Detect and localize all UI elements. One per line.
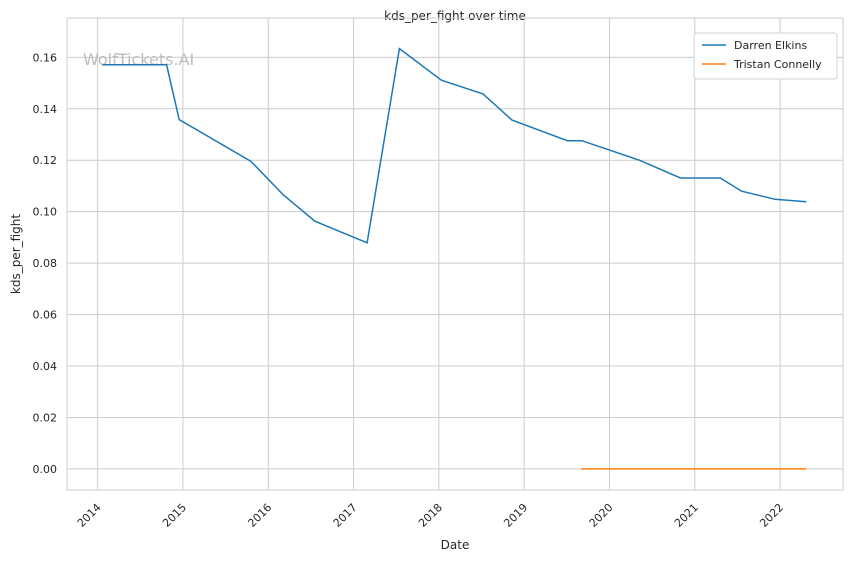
legend-label-darren-elkins: Darren Elkins [734,39,807,52]
y-tick-label: 0.02 [33,411,58,424]
legend-box [693,32,838,80]
y-tick-label: 0.00 [33,463,58,476]
y-tick-label: 0.10 [33,206,58,219]
series-line-darren-elkins [102,47,807,244]
legend: Darren Elkins Tristan Connelly [693,32,838,80]
x-axis-label: Date [441,538,470,552]
y-tick-label: 0.14 [33,103,58,116]
plot-frame [66,17,844,491]
y-axis-label: kds_per_fight [9,214,23,295]
series-group [102,47,807,470]
legend-label-tristan-connelly: Tristan Connelly [733,58,822,71]
y-tick-label: 0.04 [33,360,58,373]
watermark: WolfTickets.AI [83,50,194,69]
y-tick-label: 0.08 [33,257,58,270]
y-ticks: 0.00 0.02 0.04 0.06 0.08 0.10 0.12 0.14 0.16 [33,51,58,476]
grid [67,18,843,490]
y-tick-label: 0.06 [33,309,58,322]
chart-title: kds_per_fight over time [384,9,526,23]
y-tick-label: 0.16 [33,51,58,64]
y-tick-label: 0.12 [33,154,58,167]
